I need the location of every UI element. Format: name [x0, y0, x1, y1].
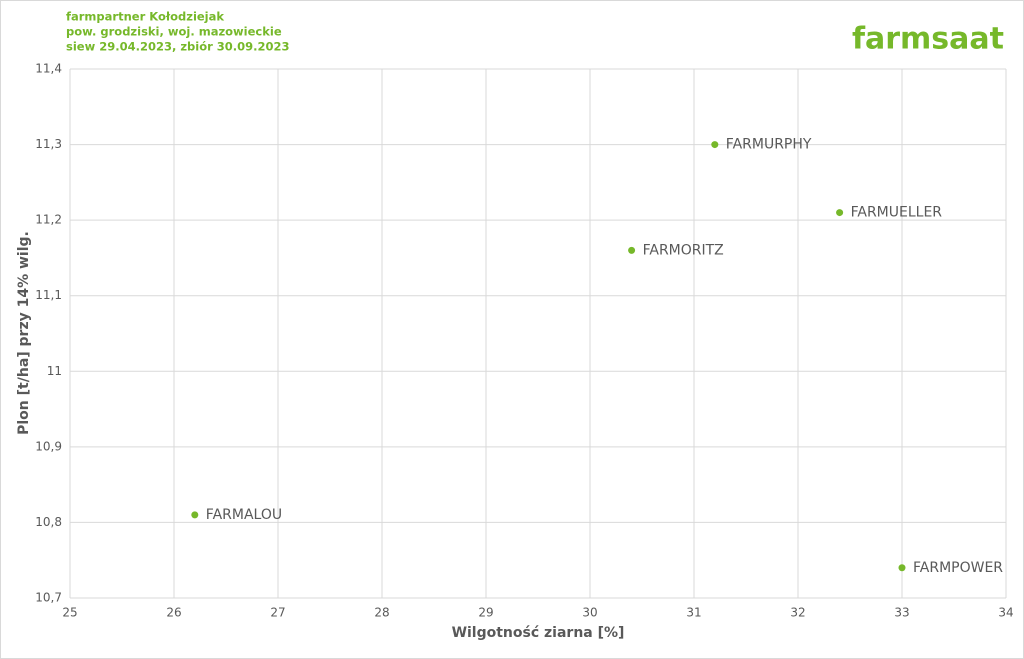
y-tick-label: 11,4: [35, 62, 62, 76]
y-tick-label: 10,7: [35, 591, 62, 605]
y-tick-label: 11,1: [35, 288, 62, 302]
x-tick-label: 30: [582, 606, 597, 620]
x-tick-label: 28: [374, 606, 389, 620]
y-tick-label: 10,9: [35, 439, 62, 453]
chart-title: farmpartner Kołodziejak: [66, 10, 224, 24]
point: [898, 564, 906, 572]
chart-subtitle: pow. grodziski, woj. mazowieckie: [66, 25, 282, 39]
y-tick-label: 11,2: [35, 213, 62, 227]
logo: farmsaat: [852, 22, 1004, 57]
point-label: FARMUELLER: [851, 205, 943, 221]
x-tick-label: 33: [894, 606, 909, 620]
y-tick-label: 11,3: [35, 137, 62, 151]
x-tick-label: 31: [686, 606, 701, 620]
chart-subtitle: siew 29.04.2023, zbiór 30.09.2023: [66, 40, 290, 54]
point: [628, 246, 636, 254]
x-tick-label: 29: [478, 606, 493, 620]
y-tick-label: 11: [47, 364, 62, 378]
point-label: FARMALOU: [206, 507, 282, 523]
x-tick-label: 25: [62, 606, 77, 620]
point-label: FARMURPHY: [726, 137, 812, 153]
y-tick-label: 10,8: [35, 515, 62, 529]
point: [711, 141, 719, 149]
x-tick-label: 27: [270, 606, 285, 620]
point: [191, 511, 199, 519]
x-axis-label: Wilgotność ziarna [%]: [452, 625, 625, 641]
x-tick-label: 32: [790, 606, 805, 620]
point: [836, 209, 844, 217]
x-tick-label: 26: [166, 606, 181, 620]
y-axis-label: Plon [t/ha] przy 14% wilg.: [16, 231, 32, 435]
point-label: FARMPOWER: [913, 560, 1003, 576]
x-tick-label: 34: [998, 606, 1013, 620]
point-label: FARMORITZ: [643, 242, 724, 258]
